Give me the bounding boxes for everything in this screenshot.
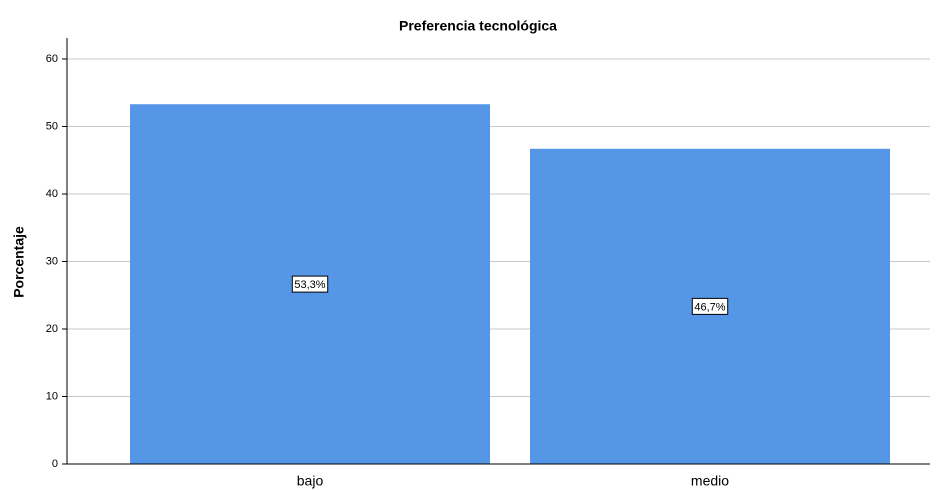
y-tick-label: 30: [46, 255, 58, 267]
value-label-box: [691, 297, 729, 315]
y-tick-label: 20: [46, 323, 58, 335]
value-label: 53,3%: [294, 279, 325, 291]
y-tick-label: 10: [46, 390, 58, 402]
value-label-box: [291, 275, 329, 293]
y-axis-label: Porcentaje: [11, 226, 27, 298]
x-tick-label: bajo: [297, 473, 324, 489]
y-tick-label: 0: [52, 458, 58, 470]
y-tick-label: 40: [46, 188, 58, 200]
x-tick-label: medio: [691, 473, 729, 489]
y-tick-label: 60: [46, 53, 58, 65]
chart-title: Preferencia tecnológica: [399, 18, 557, 34]
value-label: 46,7%: [694, 301, 725, 313]
y-tick-label: 50: [46, 120, 58, 132]
